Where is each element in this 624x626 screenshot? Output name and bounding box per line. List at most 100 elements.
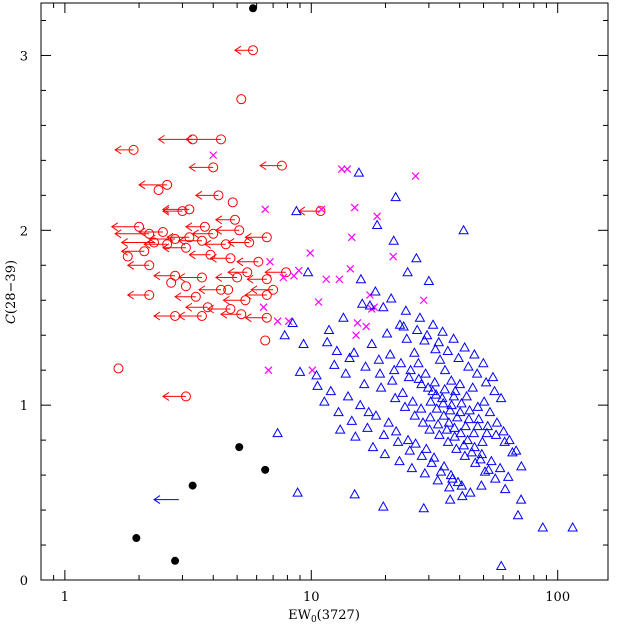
arrow-head xyxy=(234,45,242,55)
open-circle-point xyxy=(205,249,216,260)
triangle-point xyxy=(472,420,483,431)
y-tick-label: 2 xyxy=(20,224,28,239)
upper-limit-arrow xyxy=(244,232,267,242)
triangle-point xyxy=(434,354,446,364)
triangle-point xyxy=(373,354,385,364)
open-circle-point xyxy=(180,281,191,292)
triangle-point xyxy=(443,417,455,427)
triangle-point xyxy=(398,320,409,331)
triangle-point xyxy=(340,368,352,378)
open-circle-point xyxy=(242,267,253,278)
upper-limit-arrow xyxy=(198,285,221,295)
open-circle-point xyxy=(268,284,279,295)
triangle-point xyxy=(439,364,451,375)
arrow-head xyxy=(138,180,146,190)
upper-limit-arrow xyxy=(259,161,282,171)
triangle-point xyxy=(427,385,439,396)
arrow-head xyxy=(126,260,135,270)
triangle-point xyxy=(399,401,411,411)
upper-limit-arrow xyxy=(120,238,155,247)
triangle-point xyxy=(510,445,522,455)
triangle-point xyxy=(456,480,468,490)
open-circle-point xyxy=(113,363,124,374)
triangle-point xyxy=(479,466,491,476)
arrow-head xyxy=(185,302,193,312)
open-circle-point xyxy=(215,134,226,145)
triangle-point xyxy=(471,368,483,378)
upper-limit-arrow xyxy=(188,162,214,172)
upper-limit-arrow xyxy=(227,238,250,247)
arrow-head xyxy=(120,238,128,247)
triangle-point xyxy=(311,369,322,380)
triangle-point xyxy=(379,448,391,459)
triangle-point xyxy=(476,448,488,459)
triangle-point xyxy=(370,410,382,420)
upper-limit-arrow xyxy=(162,206,183,216)
open-circle-point xyxy=(253,256,264,267)
arrow-head xyxy=(120,246,128,256)
x-tick-label: 1 xyxy=(61,590,69,605)
triangle-point xyxy=(487,371,499,382)
open-circle-point xyxy=(240,295,251,306)
upper-limit-arrow xyxy=(222,295,246,305)
filled-circle-point xyxy=(188,481,197,490)
triangle-point xyxy=(459,341,470,352)
triangle-point xyxy=(499,436,510,446)
open-circle-point xyxy=(134,221,145,232)
triangle-point xyxy=(325,385,337,396)
triangle-point xyxy=(403,371,415,382)
open-circle-point xyxy=(196,272,207,283)
triangle-point xyxy=(515,460,527,471)
triangle-point xyxy=(294,366,306,376)
upper-limit-arrow xyxy=(126,260,150,270)
triangle-point xyxy=(385,292,397,303)
open-circle-point xyxy=(215,284,226,295)
cross-point xyxy=(411,172,420,181)
triangle-point xyxy=(349,488,361,499)
arrow-head xyxy=(185,222,193,232)
cross-point xyxy=(346,264,355,273)
triangle-point xyxy=(331,345,343,355)
triangle-point xyxy=(430,389,442,399)
arrow-head xyxy=(114,229,122,239)
open-circle-point xyxy=(247,45,258,56)
arrow-head xyxy=(177,311,186,321)
triangle-point xyxy=(466,446,478,457)
upper-limit-arrow xyxy=(214,273,238,282)
filled-circle-point xyxy=(132,534,141,543)
triangle-point xyxy=(468,427,480,438)
triangle-point xyxy=(428,452,440,462)
arrow-head xyxy=(250,285,258,295)
triangle-point xyxy=(302,266,314,277)
open-circle-point xyxy=(225,253,236,264)
triangle-point xyxy=(404,445,416,455)
upper-limit-arrow xyxy=(162,391,186,401)
triangle-point xyxy=(397,387,409,397)
arrow-head xyxy=(162,391,170,401)
triangle-point xyxy=(462,434,473,445)
triangle-point xyxy=(448,333,459,343)
triangle-point xyxy=(334,424,346,434)
open-circle-point xyxy=(260,335,271,346)
triangle-point xyxy=(463,361,474,371)
triangle-point xyxy=(423,275,435,286)
upper-limit-arrow xyxy=(250,285,274,295)
triangle-point xyxy=(407,396,419,406)
arrow-head xyxy=(220,309,228,319)
triangle-point xyxy=(291,205,302,216)
open-circle-point xyxy=(180,391,191,402)
arrow-head xyxy=(244,313,252,323)
x-axis-label-subscript: 0 xyxy=(311,615,317,625)
triangle-point xyxy=(411,252,422,263)
triangle-point xyxy=(437,326,448,336)
cross-point xyxy=(335,275,344,284)
triangle-point xyxy=(432,418,444,429)
triangle-point xyxy=(353,167,365,177)
triangle-point xyxy=(418,502,430,513)
triangle-point xyxy=(447,473,458,483)
triangle-point xyxy=(328,359,340,369)
cross-point xyxy=(322,275,331,284)
arrow-head xyxy=(227,238,235,247)
cross-point xyxy=(343,165,352,174)
open-circle-point xyxy=(166,277,177,288)
